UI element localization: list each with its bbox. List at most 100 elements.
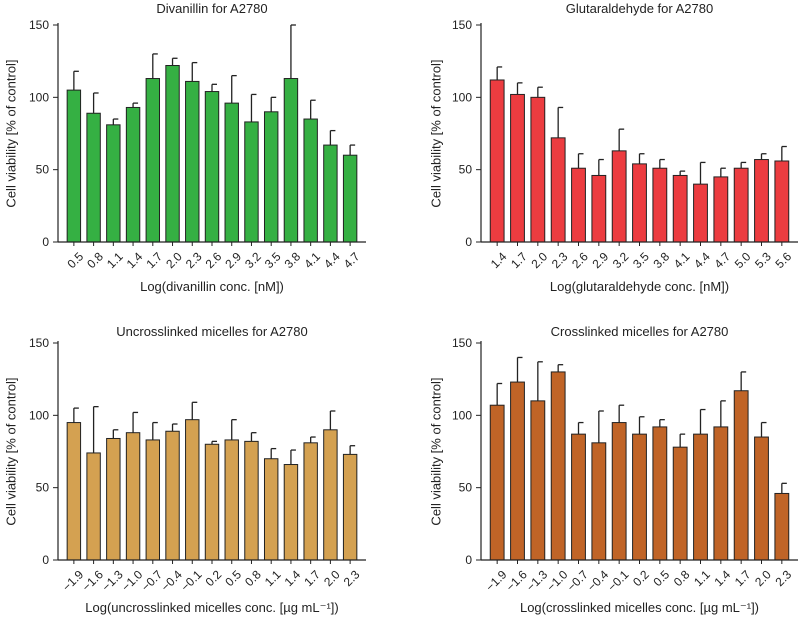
x-tick-label: 2.6 bbox=[203, 249, 225, 271]
bar bbox=[303, 442, 318, 561]
y-axis-label: Cell viability [% of control] bbox=[428, 59, 443, 207]
bar bbox=[263, 111, 279, 243]
bar bbox=[693, 433, 708, 561]
x-tick-label: 1.1 bbox=[691, 567, 713, 589]
bar bbox=[652, 167, 668, 243]
x-tick-label: 5.0 bbox=[732, 249, 754, 271]
bar bbox=[733, 167, 749, 243]
bar bbox=[106, 124, 121, 243]
bar bbox=[342, 453, 358, 561]
bar bbox=[66, 422, 82, 561]
bar bbox=[754, 159, 769, 243]
x-axis-label: Log(uncrosslinked micelles conc. [µg mL⁻… bbox=[85, 600, 339, 615]
bar bbox=[145, 78, 161, 243]
x-tick-label: 5.6 bbox=[772, 249, 794, 271]
x-tick-label: 0.8 bbox=[242, 567, 264, 589]
x-tick-label: 0.2 bbox=[630, 567, 652, 589]
x-tick-label: 1.4 bbox=[488, 249, 510, 271]
x-tick-label: 0.5 bbox=[65, 249, 87, 271]
y-tick-label: 100 bbox=[452, 90, 472, 104]
y-axis-label: Cell viability [% of control] bbox=[428, 377, 443, 525]
x-tick-label: 1.4 bbox=[282, 567, 304, 589]
bar bbox=[571, 167, 586, 243]
x-tick-label: 0.5 bbox=[650, 567, 672, 589]
bar bbox=[204, 91, 220, 243]
bar bbox=[244, 121, 259, 243]
y-tick-label: 100 bbox=[29, 408, 49, 422]
bar bbox=[106, 437, 121, 561]
bar bbox=[86, 452, 101, 561]
bar bbox=[323, 429, 338, 561]
bar bbox=[611, 422, 627, 561]
bar bbox=[66, 89, 82, 243]
x-tick-label: 3.2 bbox=[242, 249, 264, 271]
bar bbox=[145, 439, 161, 561]
bar bbox=[713, 176, 729, 243]
bar bbox=[342, 154, 358, 243]
chart-title: Glutaraldehyde for A2780 bbox=[566, 1, 713, 16]
y-tick-label: 0 bbox=[465, 553, 472, 567]
x-tick-label: 0.8 bbox=[671, 567, 693, 589]
x-axis-label: Log(glutaraldehyde conc. [nM]) bbox=[550, 279, 729, 294]
y-tick-label: 150 bbox=[452, 336, 472, 350]
x-tick-label: 0.8 bbox=[84, 249, 106, 271]
bar bbox=[652, 426, 668, 561]
y-tick-label: 50 bbox=[459, 163, 473, 177]
bar bbox=[185, 80, 200, 243]
chart-panel-1: Divanillin for A2780 Cell viability [% of… bbox=[3, 1, 366, 294]
y-tick-label: 150 bbox=[29, 18, 49, 32]
bar bbox=[713, 426, 729, 561]
x-tick-label: 4.1 bbox=[301, 249, 323, 271]
x-tick-label: 2.0 bbox=[528, 249, 550, 271]
x-tick-label: 4.4 bbox=[321, 249, 343, 271]
y-tick-label: 100 bbox=[29, 90, 49, 104]
x-tick-label: 2.3 bbox=[183, 249, 205, 271]
chart-title: Divanillin for A2780 bbox=[156, 1, 267, 16]
bar bbox=[754, 436, 769, 561]
bar bbox=[125, 432, 141, 561]
bar bbox=[489, 404, 505, 561]
x-tick-label: 2.9 bbox=[222, 249, 244, 271]
x-tick-label: 1.7 bbox=[732, 567, 754, 589]
x-tick-label: 4.7 bbox=[341, 249, 363, 271]
bar bbox=[263, 458, 279, 561]
x-tick-label: 0.5 bbox=[222, 567, 244, 589]
x-tick-label: 2.3 bbox=[549, 249, 571, 271]
y-tick-label: 50 bbox=[36, 163, 50, 177]
chart-title: Uncrosslinked micelles for A2780 bbox=[116, 324, 307, 339]
bar bbox=[323, 144, 338, 243]
x-tick-label: 3.5 bbox=[262, 249, 284, 271]
bar bbox=[632, 163, 647, 243]
y-axis-label: Cell viability [% of control] bbox=[3, 377, 18, 525]
y-tick-label: 150 bbox=[29, 336, 49, 350]
bar bbox=[530, 400, 546, 561]
x-tick-label: 2.3 bbox=[772, 567, 794, 589]
x-tick-label: 0.2 bbox=[203, 567, 225, 589]
bar bbox=[165, 65, 180, 243]
bar bbox=[510, 93, 525, 243]
chart-panel-3: Uncrosslinked micelles for A2780 Cell via… bbox=[3, 324, 366, 615]
x-tick-label: 1.7 bbox=[508, 249, 530, 271]
x-axis-label: Log(divanillin conc. [nM]) bbox=[140, 279, 284, 294]
bar bbox=[530, 96, 546, 243]
x-tick-label: 2.9 bbox=[589, 249, 611, 271]
x-tick-label: 1.4 bbox=[124, 249, 146, 271]
x-tick-label: 2.3 bbox=[341, 567, 363, 589]
y-tick-label: 100 bbox=[452, 408, 472, 422]
y-tick-label: 50 bbox=[459, 481, 473, 495]
y-tick-label: 150 bbox=[452, 18, 472, 32]
bar bbox=[489, 79, 505, 243]
chart-title: Crosslinked micelles for A2780 bbox=[551, 324, 729, 339]
x-tick-label: −0.1 bbox=[605, 567, 632, 594]
y-tick-label: 0 bbox=[465, 235, 472, 249]
x-tick-label: 4.7 bbox=[711, 249, 733, 271]
bar bbox=[571, 433, 586, 561]
x-axis-label: Log(crosslinked micelles conc. [µg mL⁻¹]… bbox=[520, 600, 759, 615]
y-tick-label: 0 bbox=[42, 553, 49, 567]
y-axis-label: Cell viability [% of control] bbox=[3, 59, 18, 207]
bar bbox=[510, 381, 525, 561]
x-tick-label: 3.5 bbox=[630, 249, 652, 271]
bar bbox=[591, 174, 607, 243]
x-tick-label: 4.4 bbox=[691, 249, 713, 271]
